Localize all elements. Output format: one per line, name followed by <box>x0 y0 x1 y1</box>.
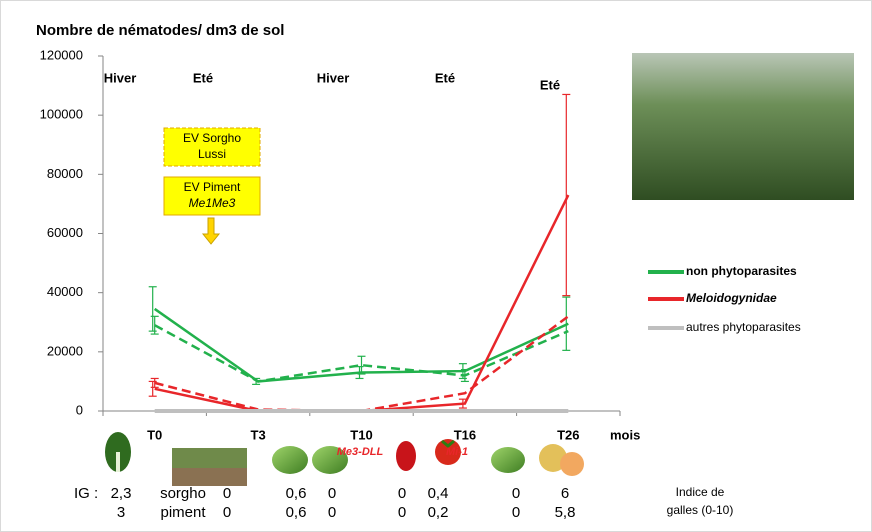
annotation-box <box>163 176 261 216</box>
gall-value: 2,3 <box>111 485 132 502</box>
x-tick-label: T16 <box>454 427 476 442</box>
gall-note: galles (0-10) <box>667 503 734 517</box>
gall-value: 0,6 <box>286 504 307 521</box>
chart-title: Nombre de nématodes/ dm3 de sol <box>36 22 284 39</box>
y-tick-label: 60000 <box>47 225 83 240</box>
gall-value: 3 <box>117 504 125 521</box>
annotation-text: EV Piment <box>184 180 241 194</box>
x-tick-label: T3 <box>251 427 266 442</box>
gall-value: sorgho <box>160 485 206 502</box>
gall-value: 5,8 <box>555 504 576 521</box>
season-label: Eté <box>435 70 455 85</box>
line <box>154 324 569 383</box>
x-tick-label: T0 <box>147 427 162 442</box>
gall-value: 0 <box>398 504 406 521</box>
gall-value: 0,4 <box>428 485 449 502</box>
gall-value: 0 <box>512 485 520 502</box>
annotation-box <box>163 127 261 167</box>
legend-label: Meloidogynidae <box>686 291 777 305</box>
y-tick-label: 0 <box>76 402 83 417</box>
gall-value: piment <box>160 504 206 521</box>
arrow <box>201 217 221 245</box>
gall-value: 0 <box>223 485 231 502</box>
series <box>150 315 569 383</box>
season-label: Eté <box>193 70 213 85</box>
x-axis-label: mois <box>610 427 640 442</box>
y-tick-label: 120000 <box>40 47 83 62</box>
variety-label: Me3-DLL <box>337 446 384 458</box>
y-tick-label: 100000 <box>40 107 83 122</box>
annotation-text: EV Sorgho <box>183 131 241 145</box>
legend-label: non phytoparasites <box>686 264 797 278</box>
season-label: Eté <box>540 77 560 92</box>
gall-value: 6 <box>561 485 569 502</box>
gall-value: 0,2 <box>428 504 449 521</box>
gall-label: IG : <box>74 485 98 502</box>
y-tick-label: 20000 <box>47 343 83 358</box>
y-tick-label: 80000 <box>47 166 83 181</box>
photo <box>632 53 854 200</box>
icons <box>105 432 584 486</box>
season-label: Hiver <box>104 70 137 85</box>
gall-value: 0 <box>328 504 336 521</box>
legend-label: autres phytoparasites <box>686 320 801 334</box>
gall-value: 0,6 <box>286 485 307 502</box>
gall-value: 0 <box>328 485 336 502</box>
annotation-text: Lussi <box>198 147 226 161</box>
gall-value: 0 <box>398 485 406 502</box>
gall-note: Indice de <box>676 485 725 499</box>
y-tick-label: 40000 <box>47 284 83 299</box>
gall-value: 0 <box>223 504 231 521</box>
season-label: Hiver <box>317 70 350 85</box>
annotation-text: Me1Me3 <box>189 196 236 210</box>
variety-label: Mi-1 <box>446 446 468 458</box>
x-tick-label: T10 <box>350 427 372 442</box>
gall-value: 0 <box>512 504 520 521</box>
x-tick-label: T26 <box>557 427 579 442</box>
